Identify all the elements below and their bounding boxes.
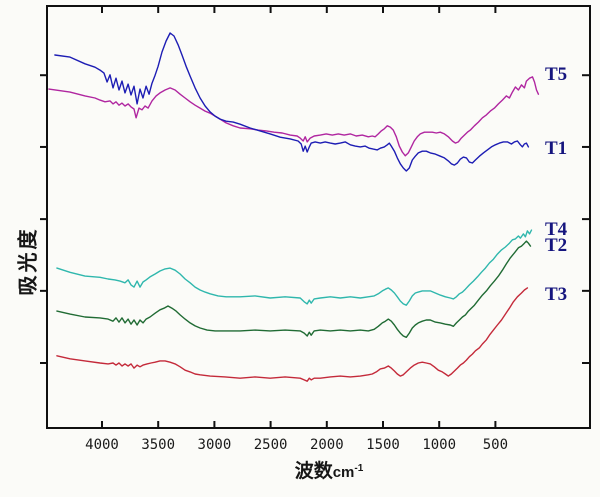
x-tick-label-4000: 4000 (85, 437, 119, 453)
x-axis-label: 波数cm-1 (295, 456, 364, 483)
plot-border (46, 5, 591, 429)
x-tick-label-500: 500 (482, 437, 509, 453)
x-tick-label-1500: 1500 (366, 437, 400, 453)
series-label-T5: T5 (545, 63, 568, 85)
series-curve-T4 (56, 229, 533, 306)
x-axis-label-cn: 波数 (294, 461, 333, 482)
series-curve-T2 (56, 240, 532, 338)
x-axis-label-exponent: -1 (354, 463, 364, 474)
series-label-T2: T2 (545, 234, 568, 256)
series-curve-T5 (48, 76, 540, 157)
x-axis-label-unit: cm (332, 464, 355, 481)
series-label-T4: T4 (545, 218, 568, 240)
x-tick-label-3000: 3000 (197, 437, 232, 453)
series-label-T1: T1 (545, 137, 568, 159)
y-axis-label: 吸光度 (17, 226, 40, 296)
series-curve-T3 (56, 287, 529, 382)
series-label-T3: T3 (545, 283, 568, 305)
x-tick-label-1000: 1000 (422, 437, 457, 453)
x-tick-label-2500: 2500 (253, 437, 288, 453)
series-curve-T1 (54, 32, 530, 172)
x-tick-label-2000: 2000 (309, 437, 344, 453)
x-tick-label-3500: 3500 (141, 437, 176, 453)
